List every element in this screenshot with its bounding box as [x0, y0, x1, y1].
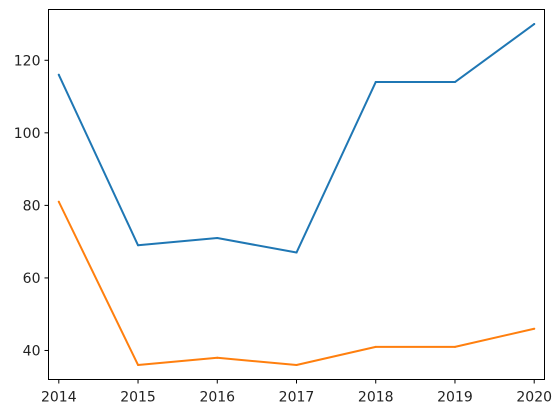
data-point: [216, 356, 219, 359]
data-point: [374, 345, 377, 348]
data-point: [137, 244, 140, 247]
data-point: [57, 200, 60, 203]
x-tick-label: 2017: [279, 390, 315, 406]
data-point: [453, 345, 456, 348]
y-axis: 40 60 80 100 120: [14, 53, 49, 359]
x-tick-label: 2015: [120, 390, 156, 406]
y-tick-label: 120: [14, 53, 41, 69]
y-tick-label: 40: [23, 343, 41, 359]
y-tick-label: 80: [23, 198, 41, 214]
data-point: [216, 237, 219, 240]
y-tick-label: 60: [23, 271, 41, 287]
data-point: [295, 363, 298, 366]
y-tick-label: 100: [14, 126, 41, 142]
series-line-1: [57, 23, 536, 254]
x-axis: 2014 2015 2016 2017 2018 2019 2020: [41, 379, 552, 406]
x-tick-label: 2020: [516, 390, 552, 406]
x-tick-label: 2019: [437, 390, 473, 406]
series-layer: [57, 23, 536, 366]
x-tick-label: 2016: [199, 390, 235, 406]
data-point: [453, 81, 456, 84]
data-point: [533, 23, 536, 26]
plot-frame: [48, 9, 545, 380]
data-point: [57, 73, 60, 76]
data-point: [295, 251, 298, 254]
x-tick-label: 2014: [41, 390, 77, 406]
data-point: [374, 81, 377, 84]
data-point: [533, 327, 536, 330]
data-point: [137, 363, 140, 366]
x-tick-label: 2018: [358, 390, 394, 406]
